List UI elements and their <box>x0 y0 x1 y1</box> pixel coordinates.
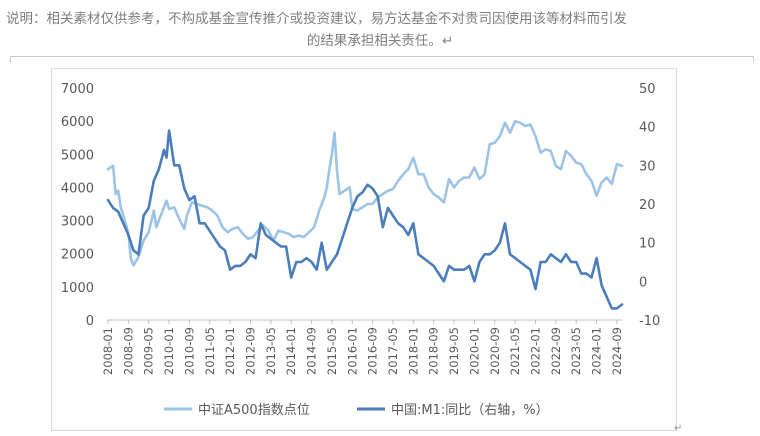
legend-label: 中国:M1:同比（右轴，%） <box>391 403 549 418</box>
x-tick-label: 2012-01 <box>223 327 237 375</box>
y-right-tick-label: 50 <box>639 82 656 97</box>
x-tick-label: 2016-01 <box>345 327 359 375</box>
legend-label: 中证A500指数点位 <box>198 403 310 418</box>
section-divider <box>10 56 754 62</box>
y-left-tick-label: 1000 <box>61 281 94 296</box>
line-chart: 0 1000 2000 3000 4000 5000 6000 7000 -10 0 10 20 30 4… <box>61 82 660 418</box>
y-left-tick-label: 6000 <box>61 115 94 130</box>
y-right-tick-label: 20 <box>639 198 656 213</box>
y-right-tick-label: 0 <box>639 275 647 290</box>
x-tick-label: 2010-01 <box>162 327 176 375</box>
x-tick-label: 2024-09 <box>610 327 624 375</box>
y-right-tick-label: 30 <box>639 159 656 174</box>
x-tick-label: 2014-09 <box>305 327 319 375</box>
x-tick-label: 2020-09 <box>488 327 502 375</box>
disclaimer-line-1: 说明：相关素材仅供参考，不构成基金宣传推介或投资建议，易方达基金不对贵司因使用该… <box>6 11 627 27</box>
x-tick-label: 2018-09 <box>427 327 441 375</box>
disclaimer-line-2: 的结果承担相关责任。↵ <box>306 33 454 49</box>
x-tick-label: 2019-05 <box>447 327 461 375</box>
x-tick-label: 2015-05 <box>325 327 339 375</box>
x-tick-label: 2009-05 <box>142 327 156 375</box>
x-tick-label: 2011-05 <box>203 327 217 375</box>
x-tick-label: 2022-01 <box>528 327 542 375</box>
y-left-tick-label: 2000 <box>61 248 94 263</box>
x-tick-label: 2008-01 <box>101 327 115 375</box>
series-line-csi-a500 <box>106 119 624 267</box>
y-left-tick-label: 3000 <box>61 215 94 230</box>
chart-frame: 0 1000 2000 3000 4000 5000 6000 7000 -10 0 10 20 30 4… <box>51 68 677 431</box>
y-left-tick-label: 0 <box>86 314 94 329</box>
y-right-tick-label: 40 <box>639 121 656 136</box>
y-right-tick-label: 10 <box>639 237 656 252</box>
x-tick-label: 2014-01 <box>284 327 298 375</box>
series-line-m1-yoy <box>106 129 624 310</box>
y-left-tick-label: 5000 <box>61 148 94 163</box>
y-left-tick-label: 7000 <box>61 82 94 97</box>
x-tick-label: 2012-09 <box>243 327 257 375</box>
x-tick-label: 2010-09 <box>182 327 196 375</box>
x-tick-label: 2021-05 <box>508 327 522 375</box>
x-tick-label: 2023-05 <box>569 327 583 375</box>
disclaimer: 说明：相关素材仅供参考，不构成基金宣传推介或投资建议，易方达基金不对贵司因使用该… <box>6 8 754 52</box>
y-right-tick-label: -10 <box>639 314 660 329</box>
x-tick-label: 2016-09 <box>366 327 380 375</box>
paragraph-end-mark: ↵ <box>674 423 683 434</box>
x-tick-label: 2017-05 <box>386 327 400 375</box>
x-tick-label: 2020-01 <box>467 327 481 375</box>
y-left-tick-label: 4000 <box>61 181 94 196</box>
x-tick-label: 2008-09 <box>121 327 135 375</box>
x-tick-label: 2024-01 <box>590 327 604 375</box>
x-tick-label: 2013-05 <box>264 327 278 375</box>
x-tick-label: 2018-01 <box>406 327 420 375</box>
x-tick-label: 2022-09 <box>549 327 563 375</box>
